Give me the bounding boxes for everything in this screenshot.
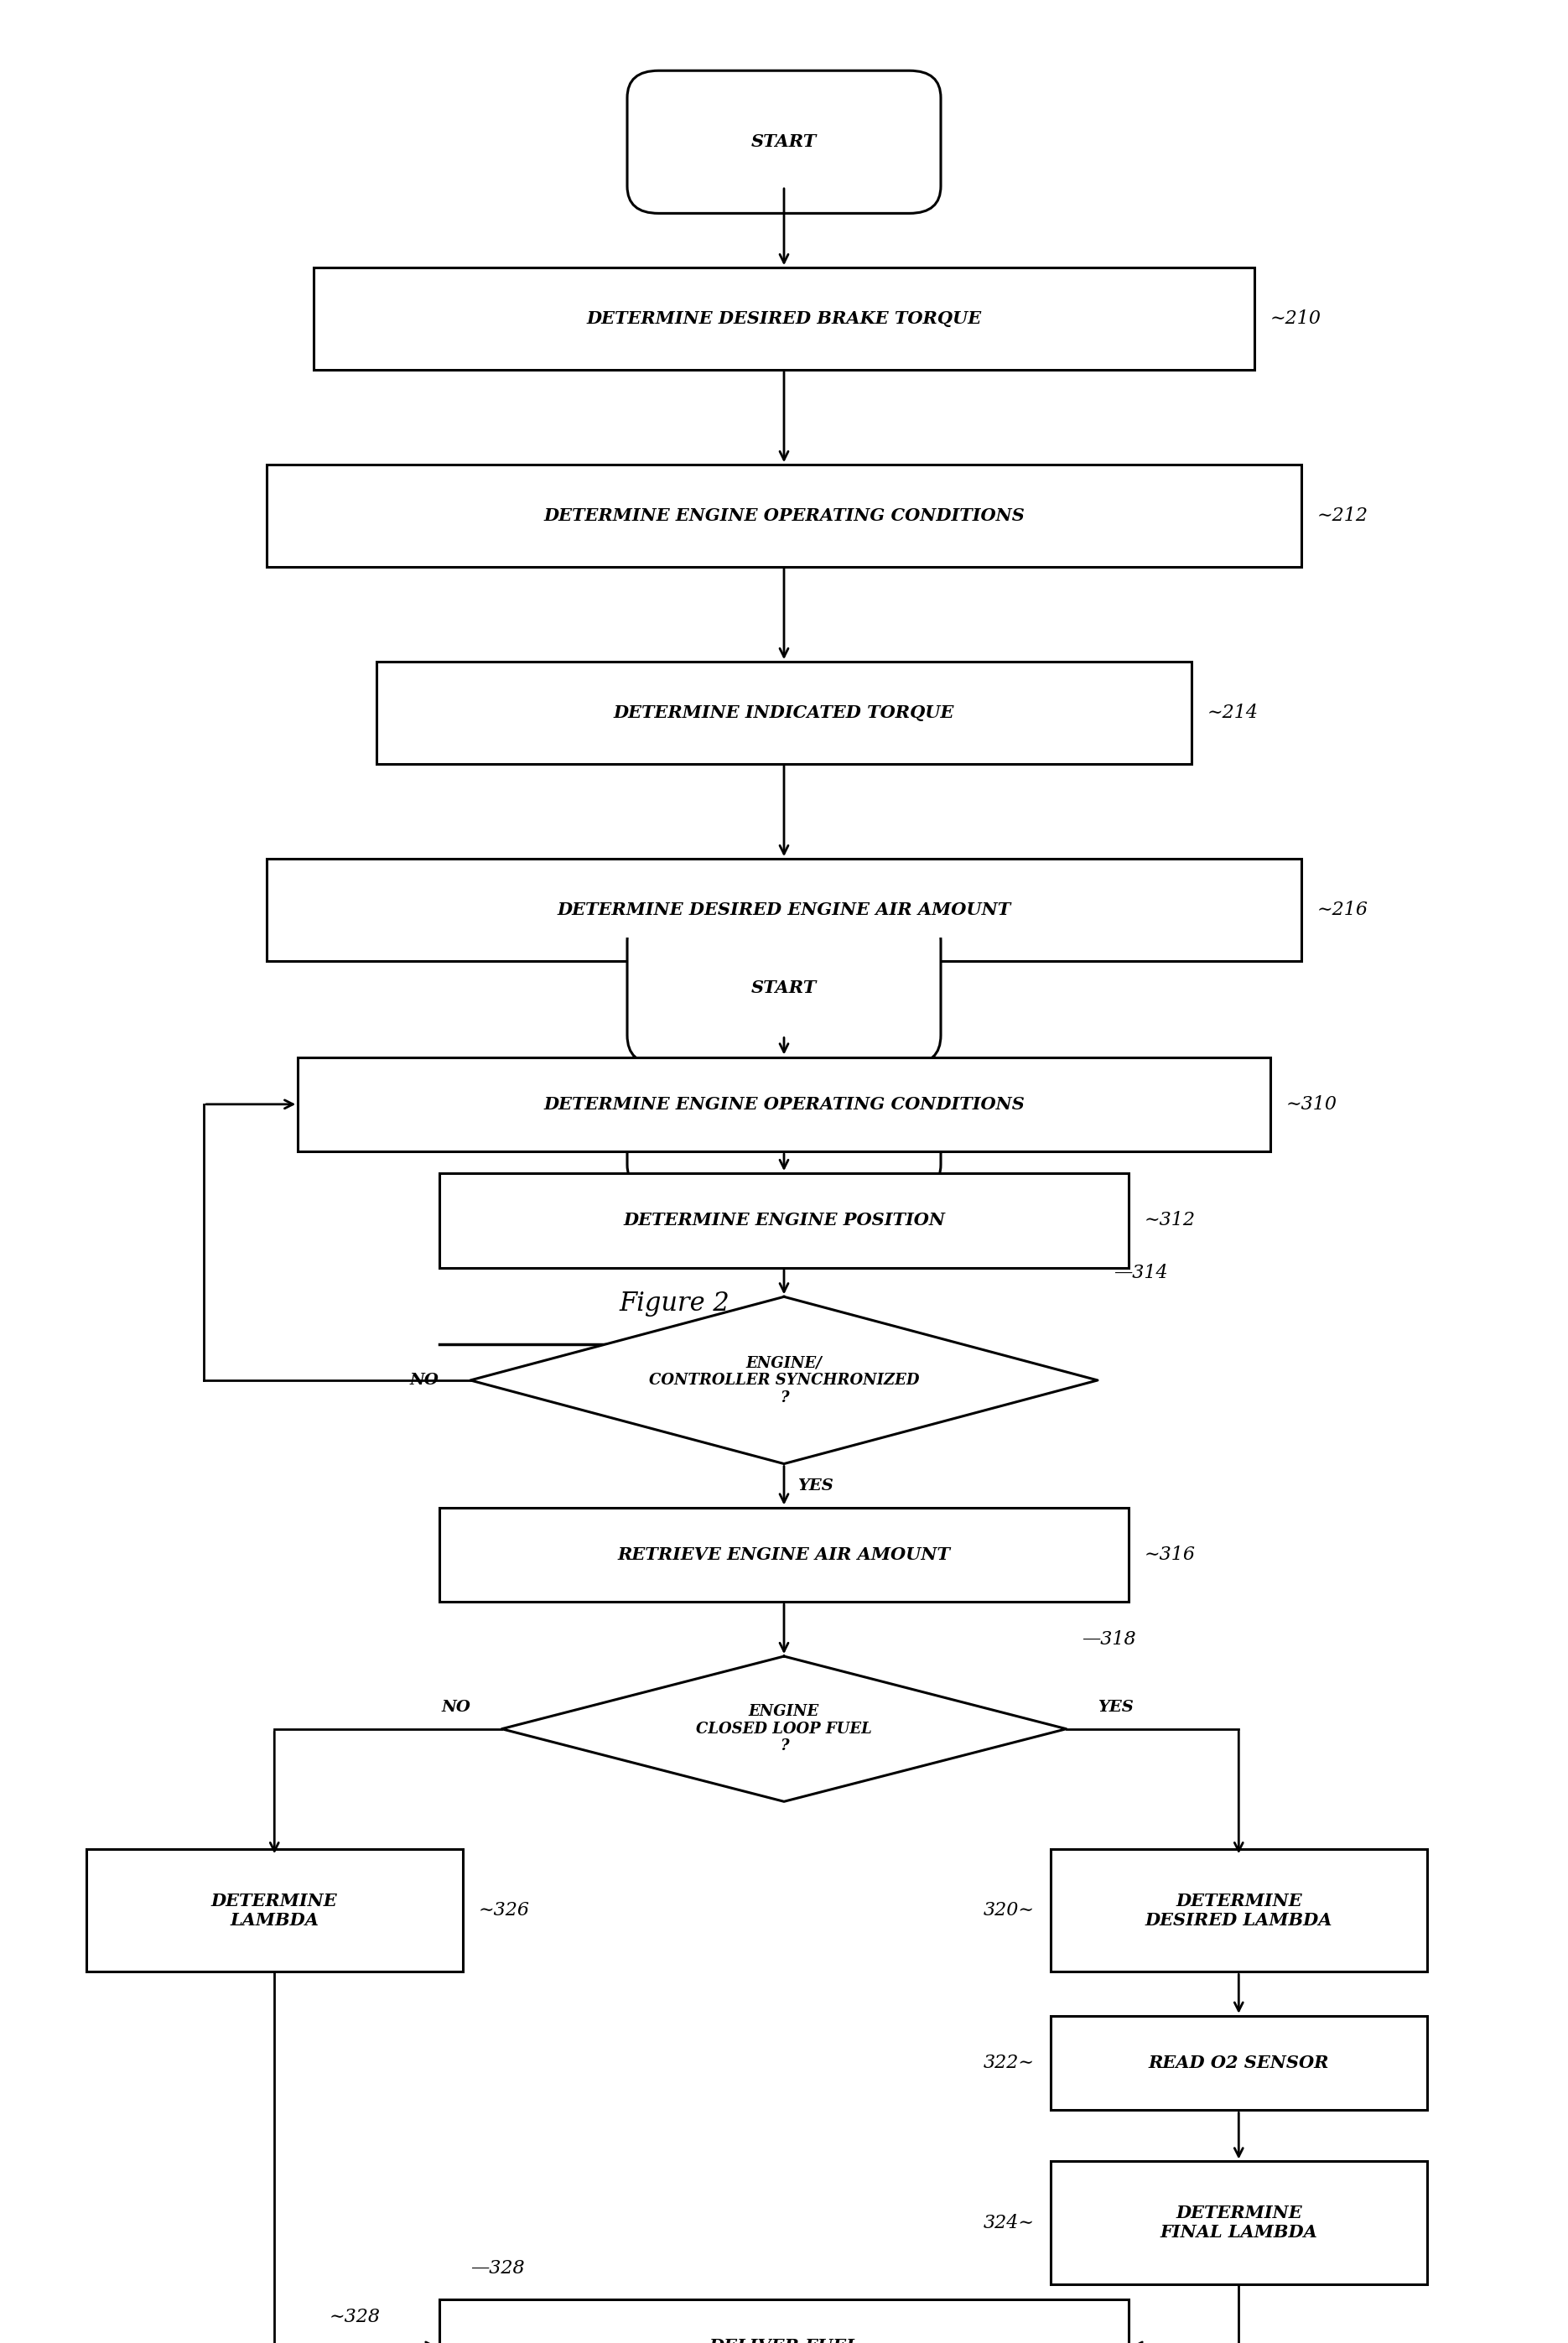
Bar bbox=[314, 267, 1254, 370]
Text: —314: —314 bbox=[1113, 1263, 1168, 1282]
Text: ∼216: ∼216 bbox=[1317, 900, 1369, 918]
Bar bbox=[439, 1174, 1129, 1268]
Text: ∼316: ∼316 bbox=[1145, 1546, 1196, 1563]
Bar bbox=[1051, 1849, 1427, 1973]
FancyBboxPatch shape bbox=[627, 70, 941, 213]
Text: DETERMINE
DESIRED LAMBDA: DETERMINE DESIRED LAMBDA bbox=[1145, 1893, 1333, 1928]
Text: ∼328: ∼328 bbox=[329, 2308, 381, 2327]
Bar bbox=[439, 2298, 1129, 2343]
FancyBboxPatch shape bbox=[627, 911, 941, 1064]
Text: DETERMINE
FINAL LAMBDA: DETERMINE FINAL LAMBDA bbox=[1160, 2205, 1317, 2240]
Polygon shape bbox=[502, 1657, 1066, 1802]
Text: NO: NO bbox=[441, 1699, 470, 1715]
Text: ∼310: ∼310 bbox=[1286, 1094, 1338, 1113]
Text: DETERMINE DESIRED ENGINE AIR AMOUNT: DETERMINE DESIRED ENGINE AIR AMOUNT bbox=[557, 902, 1011, 918]
Text: NO: NO bbox=[409, 1373, 439, 1387]
Bar bbox=[298, 1057, 1270, 1150]
Text: 320∼: 320∼ bbox=[983, 1900, 1035, 1919]
Text: ENGINE/
CONTROLLER SYNCHRONIZED
?: ENGINE/ CONTROLLER SYNCHRONIZED ? bbox=[649, 1354, 919, 1406]
Bar bbox=[1051, 2015, 1427, 2111]
Text: DETERMINE ENGINE POSITION: DETERMINE ENGINE POSITION bbox=[622, 1211, 946, 1228]
Text: RETRIEVE ENGINE AIR AMOUNT: RETRIEVE ENGINE AIR AMOUNT bbox=[618, 1546, 950, 1563]
Bar bbox=[439, 1507, 1129, 1603]
Text: READ O2 SENSOR: READ O2 SENSOR bbox=[1148, 2055, 1330, 2071]
Text: ∼214: ∼214 bbox=[1207, 703, 1259, 722]
Text: DETERMINE
LAMBDA: DETERMINE LAMBDA bbox=[212, 1893, 337, 1928]
Bar bbox=[86, 1849, 463, 1973]
FancyBboxPatch shape bbox=[627, 1050, 941, 1193]
Text: ∼212: ∼212 bbox=[1317, 506, 1369, 525]
Text: —328: —328 bbox=[470, 2259, 525, 2277]
Text: ∼326: ∼326 bbox=[478, 1900, 530, 1919]
Bar bbox=[1051, 2163, 1427, 2284]
Text: YES: YES bbox=[1098, 1699, 1134, 1715]
Text: ∼210: ∼210 bbox=[1270, 309, 1322, 328]
Text: Figure 2: Figure 2 bbox=[619, 1291, 729, 1317]
Text: 322∼: 322∼ bbox=[983, 2055, 1035, 2071]
Text: END: END bbox=[762, 1113, 806, 1129]
Text: START: START bbox=[751, 979, 817, 996]
Text: —318: —318 bbox=[1082, 1631, 1137, 1649]
Polygon shape bbox=[470, 1296, 1098, 1464]
Text: DETERMINE ENGINE OPERATING CONDITIONS: DETERMINE ENGINE OPERATING CONDITIONS bbox=[544, 1097, 1024, 1113]
Text: ENGINE
CLOSED LOOP FUEL
?: ENGINE CLOSED LOOP FUEL ? bbox=[696, 1703, 872, 1755]
Bar bbox=[267, 464, 1301, 567]
Text: START: START bbox=[751, 134, 817, 150]
Text: 324∼: 324∼ bbox=[983, 2214, 1035, 2233]
Bar bbox=[267, 860, 1301, 961]
Bar bbox=[376, 661, 1192, 764]
Text: YES: YES bbox=[798, 1478, 833, 1492]
Text: DELIVER FUEL: DELIVER FUEL bbox=[709, 2338, 859, 2343]
Text: ∼312: ∼312 bbox=[1145, 1211, 1196, 1230]
Text: DETERMINE INDICATED TORQUE: DETERMINE INDICATED TORQUE bbox=[613, 705, 955, 722]
Text: DETERMINE ENGINE OPERATING CONDITIONS: DETERMINE ENGINE OPERATING CONDITIONS bbox=[544, 508, 1024, 525]
Text: DETERMINE DESIRED BRAKE TORQUE: DETERMINE DESIRED BRAKE TORQUE bbox=[586, 309, 982, 328]
